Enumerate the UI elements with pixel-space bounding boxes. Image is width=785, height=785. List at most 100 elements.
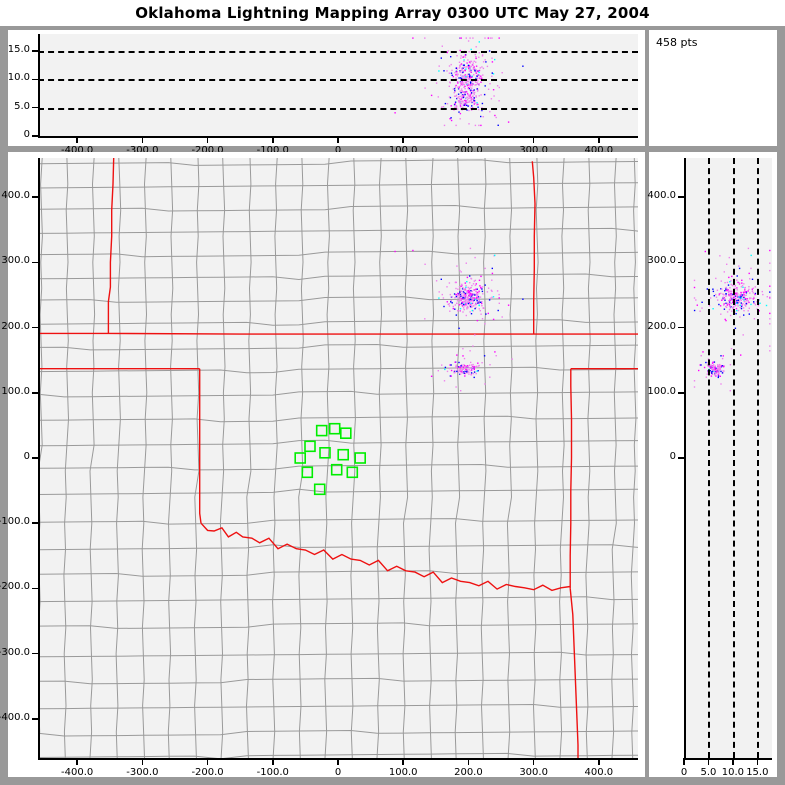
lightning-source-point	[461, 364, 463, 366]
lightning-source-point	[717, 365, 719, 368]
lightning-source-point	[469, 94, 471, 96]
lightning-source-point	[724, 287, 727, 289]
lightning-source-point	[466, 306, 468, 309]
lightning-source-point	[742, 298, 744, 300]
lightning-source-point	[458, 361, 460, 364]
lightning-source-point	[484, 37, 486, 39]
lightning-source-point	[730, 293, 732, 296]
county-line-vertical	[428, 158, 435, 758]
lightning-source-point	[736, 299, 738, 302]
lightning-source-point	[472, 345, 474, 347]
lightning-source-point	[747, 290, 749, 292]
lightning-source-point	[484, 59, 486, 61]
lightning-source-point	[459, 95, 461, 98]
lightning-source-point	[474, 307, 476, 310]
state-border-panhandle-west	[107, 158, 115, 334]
lightning-source-point	[478, 56, 480, 58]
y-tick-label: -200.0	[0, 581, 30, 593]
lightning-source-point	[458, 77, 460, 79]
lightning-source-point	[460, 71, 462, 73]
lightning-source-point	[469, 350, 471, 352]
lightning-source-point	[481, 301, 483, 303]
lightning-source-point	[454, 90, 456, 93]
lightning-source-point	[478, 95, 480, 97]
lightning-source-point	[481, 286, 484, 288]
lightning-source-point	[468, 84, 470, 86]
lightning-source-point	[456, 369, 459, 371]
lightning-source-point	[729, 281, 731, 283]
lightning-source-point	[740, 295, 742, 298]
lightning-source-point	[746, 298, 749, 300]
lightning-source-point	[713, 370, 715, 372]
x-tick-label: -200.0	[191, 767, 224, 778]
lightning-source-point	[465, 101, 467, 104]
lightning-source-point	[475, 95, 477, 97]
lightning-source-point	[450, 301, 452, 303]
lightning-source-point	[722, 366, 725, 368]
lightning-source-point	[715, 375, 717, 377]
lma-station-marker	[304, 440, 316, 453]
lightning-source-point	[478, 75, 480, 77]
lightning-source-point	[491, 279, 493, 281]
lightning-source-point	[460, 74, 462, 76]
lightning-source-point	[456, 78, 458, 80]
lightning-source-point	[464, 375, 466, 377]
lightning-source-point	[464, 56, 467, 58]
lightning-source-point	[461, 109, 463, 111]
county-line-horizontal	[38, 273, 638, 281]
lightning-source-point	[450, 119, 453, 122]
lightning-source-point	[725, 286, 727, 289]
lightning-source-point	[460, 271, 462, 273]
lightning-source-point	[451, 69, 453, 72]
lightning-source-point	[474, 293, 476, 295]
lightning-source-point	[475, 306, 477, 309]
lightning-source-point	[460, 371, 462, 373]
lightning-source-point	[465, 284, 467, 287]
lightning-source-point	[729, 299, 731, 302]
lightning-source-point	[394, 112, 396, 114]
lightning-source-point	[450, 117, 452, 119]
lightning-source-point	[473, 280, 475, 282]
lightning-source-point	[707, 365, 709, 367]
y-tick	[678, 196, 685, 198]
lightning-source-point	[474, 334, 476, 336]
lightning-source-point	[460, 390, 462, 392]
lma-station-marker	[339, 427, 352, 440]
lightning-source-point	[455, 106, 458, 109]
lightning-source-point	[701, 301, 703, 303]
gridline-vertical	[757, 158, 760, 758]
lightning-source-point	[460, 69, 463, 71]
lightning-source-point	[699, 310, 701, 312]
lightning-source-point	[469, 37, 471, 39]
lightning-source-point	[468, 73, 470, 75]
y-tick	[32, 718, 39, 720]
lightning-source-point	[457, 294, 460, 296]
lightning-source-point	[477, 301, 479, 303]
lightning-source-point	[476, 75, 478, 77]
lightning-source-point	[469, 282, 471, 284]
lightning-source-point	[457, 292, 459, 295]
lightning-source-point	[468, 287, 471, 290]
lightning-source-point	[723, 297, 725, 299]
lightning-source-point	[443, 380, 446, 382]
lightning-source-point	[478, 41, 480, 43]
points-count-panel	[649, 30, 777, 146]
lightning-source-point	[468, 66, 470, 68]
y-tick-label: 100.0	[647, 385, 676, 397]
lightning-source-point	[720, 292, 722, 295]
lightning-source-point	[468, 97, 471, 99]
lightning-source-point	[740, 354, 742, 356]
lightning-source-point	[473, 299, 475, 301]
lightning-source-point	[730, 283, 732, 286]
lightning-source-point	[460, 303, 462, 305]
lightning-source-point	[753, 302, 755, 304]
y-tick-label: 10.0	[7, 72, 30, 84]
lightning-source-point	[481, 102, 484, 105]
lightning-source-point	[448, 305, 451, 307]
lightning-source-point	[476, 299, 478, 302]
lightning-source-point	[482, 293, 484, 295]
lightning-source-point	[722, 293, 724, 295]
lightning-source-point	[714, 374, 716, 376]
lightning-source-point	[748, 307, 750, 309]
lightning-source-point	[462, 371, 464, 373]
